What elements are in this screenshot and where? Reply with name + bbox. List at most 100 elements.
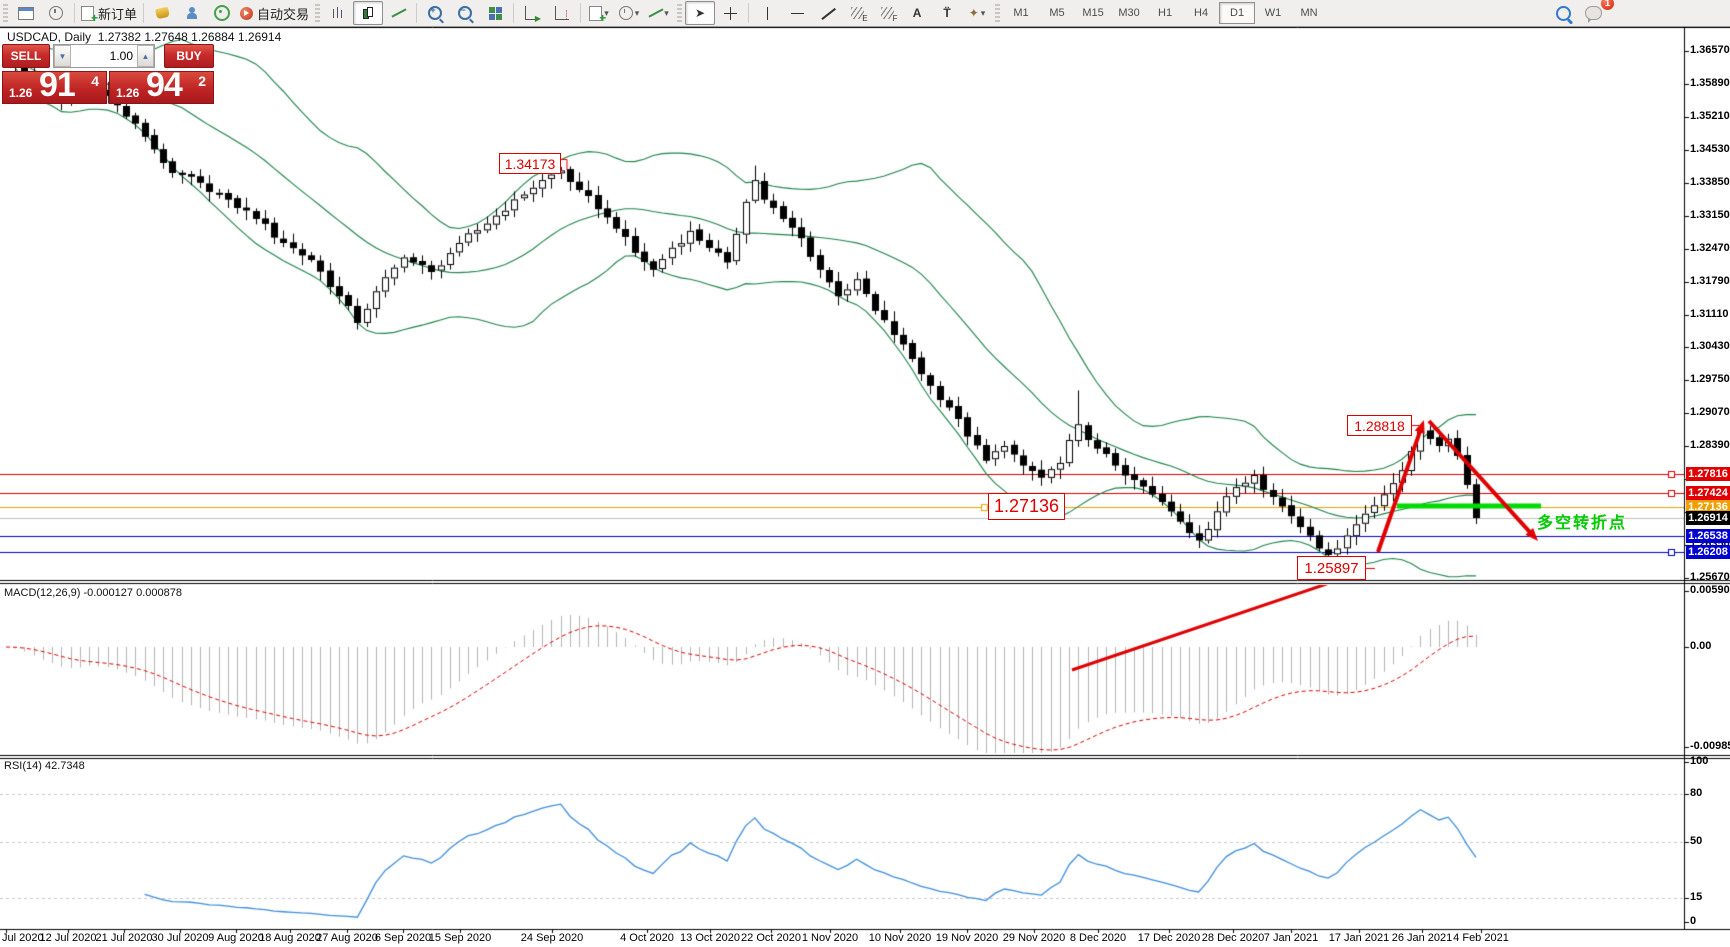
new-order-label: 新订单 — [98, 6, 138, 22]
date-tick: 26 Jan 2021 — [1391, 932, 1453, 944]
annotation-price-tag[interactable]: 1.27136 — [988, 493, 1065, 520]
timeframe-button-MN[interactable]: MN — [1300, 7, 1318, 19]
search-icon — [1555, 5, 1571, 21]
zoom-in-button[interactable]: + — [420, 1, 450, 25]
signal-icon — [214, 5, 231, 21]
timeframe-button-D1[interactable]: D1 — [1219, 2, 1256, 24]
buy-button[interactable]: BUY — [164, 44, 214, 68]
bar-chart-icon — [332, 7, 345, 19]
channel-tool[interactable]: E — [842, 1, 872, 25]
accounts-button[interactable] — [177, 1, 207, 25]
notifications-button[interactable]: 1 — [1578, 0, 1614, 25]
dropdown-arrow-icon: ▾ — [664, 7, 669, 18]
macd-scale-zero: 0.00 — [1690, 640, 1712, 652]
bid-quote[interactable]: 1.26 91 4 — [2, 66, 107, 104]
market-watch-button[interactable] — [147, 1, 177, 25]
divider — [748, 3, 750, 23]
chart-shift-button[interactable] — [547, 1, 577, 25]
text-tool[interactable]: A — [902, 1, 932, 25]
divider — [143, 3, 145, 23]
volume-decrease-button[interactable]: ▼ — [54, 45, 71, 67]
line-chart-button[interactable] — [383, 1, 413, 25]
horizontal-line-icon — [790, 8, 804, 18]
volume-increase-button[interactable]: ▲ — [137, 45, 154, 67]
date-tick: 8 Dec 2020 — [1069, 932, 1127, 944]
text-icon: A — [912, 6, 922, 20]
bid-pipette: 4 — [91, 73, 99, 89]
date-tick: 24 Sep 2020 — [520, 932, 584, 944]
history-clock-icon — [49, 6, 63, 20]
price-tick: 1.35890 — [1690, 77, 1730, 89]
timeframe-button-H4[interactable]: H4 — [1194, 7, 1209, 19]
date-tick: 17 Jan 2021 — [1328, 932, 1390, 944]
cursor-icon: ➤ — [695, 6, 706, 20]
divider — [580, 3, 582, 23]
charts-window-button[interactable] — [11, 1, 41, 25]
ask-big-digits: 94 — [146, 66, 183, 104]
date-tick: 18 Aug 2020 — [259, 932, 321, 944]
auto-scroll-button[interactable] — [517, 1, 547, 25]
annotation-price-tag[interactable]: 1.28818 — [1347, 415, 1412, 436]
timeframe-bar: M1 M5 M15 M30 H1 H4 D1 W1 MN — [1003, 2, 1327, 24]
volume-input[interactable] — [71, 45, 137, 67]
volume-stepper: ▼ ▲ — [53, 44, 155, 68]
vertical-line-tool[interactable] — [752, 1, 782, 25]
gold-icon — [154, 6, 170, 20]
ask-quote[interactable]: 1.26 94 2 — [109, 66, 214, 104]
zoom-out-button[interactable]: − — [450, 1, 480, 25]
cursor-tool-button[interactable]: ➤ — [685, 1, 716, 25]
dropdown-arrow-icon: ▾ — [980, 7, 986, 18]
date-tick: 19 Nov 2020 — [935, 932, 999, 944]
macd-scale-top: 0.005908 — [1690, 584, 1730, 596]
periods-button[interactable]: ▾ — [614, 1, 644, 25]
date-tick: 30 Jul 2020 — [151, 932, 209, 944]
turning-point-note[interactable]: 多空转折点 — [1537, 515, 1628, 532]
axis-price-label: 1.26914 — [1686, 511, 1730, 525]
autotrading-button[interactable]: 自动交易 — [237, 1, 312, 25]
date-tick: 4 Oct 2020 — [620, 932, 674, 944]
add-indicator-icon — [589, 5, 606, 25]
price-tick: 1.30430 — [1690, 340, 1730, 352]
price-tick: 1.31790 — [1690, 275, 1730, 287]
signals-button[interactable] — [207, 1, 237, 25]
price-tick: 1.33850 — [1690, 176, 1730, 188]
timeframe-button-M5[interactable]: M5 — [1049, 7, 1065, 19]
fibonacci-tool[interactable]: F — [872, 1, 902, 25]
date-tick: 6 Sep 2020 — [374, 932, 432, 944]
tile-windows-button[interactable] — [480, 1, 510, 25]
timeframe-button-H1[interactable]: H1 — [1158, 7, 1173, 19]
timeframe-button-W1[interactable]: W1 — [1264, 7, 1282, 19]
timeframe-button-M1[interactable]: M1 — [1013, 7, 1029, 19]
search-button[interactable] — [1548, 1, 1578, 25]
annotation-price-tag[interactable]: 1.25897 — [1297, 556, 1366, 580]
toolbar-grip — [677, 4, 683, 22]
new-order-button[interactable]: 新订单 — [78, 1, 140, 25]
history-center-button[interactable] — [41, 1, 71, 25]
annotation-price-tag[interactable]: 1.34173 — [499, 153, 561, 174]
horizontal-line-tool[interactable] — [782, 1, 812, 25]
date-tick: 15 Sep 2020 — [428, 932, 492, 944]
zoom-in-icon: + — [428, 5, 443, 20]
candle-chart-icon — [362, 6, 374, 20]
date-tick: 10 Nov 2020 — [868, 932, 932, 944]
timeframe-button-M15[interactable]: M15 — [1082, 7, 1104, 19]
date-tick: Jul 2020 — [2, 932, 44, 944]
text-label-tool[interactable]: T̈ — [932, 1, 962, 25]
trendline-tool[interactable] — [812, 1, 842, 25]
date-tick: 4 Feb 2021 — [1453, 932, 1509, 944]
templates-button[interactable]: ▾ — [644, 1, 674, 25]
rsi-level-label: 80 — [1690, 787, 1703, 799]
sell-button[interactable]: SELL — [2, 44, 50, 68]
price-tick: 1.35210 — [1690, 110, 1730, 122]
tile-windows-icon — [488, 6, 502, 20]
shapes-tool[interactable]: ✦ ▾ — [962, 1, 992, 25]
person-icon — [186, 7, 198, 19]
indicators-button[interactable]: ▾ — [584, 1, 614, 25]
bar-chart-button[interactable] — [323, 1, 353, 25]
crosshair-tool-button[interactable] — [715, 1, 745, 25]
candle-chart-button[interactable] — [353, 1, 384, 25]
timeframe-button-M30[interactable]: M30 — [1118, 7, 1140, 19]
chart-window-icon — [18, 6, 34, 20]
date-tick: 13 Oct 2020 — [680, 932, 740, 944]
